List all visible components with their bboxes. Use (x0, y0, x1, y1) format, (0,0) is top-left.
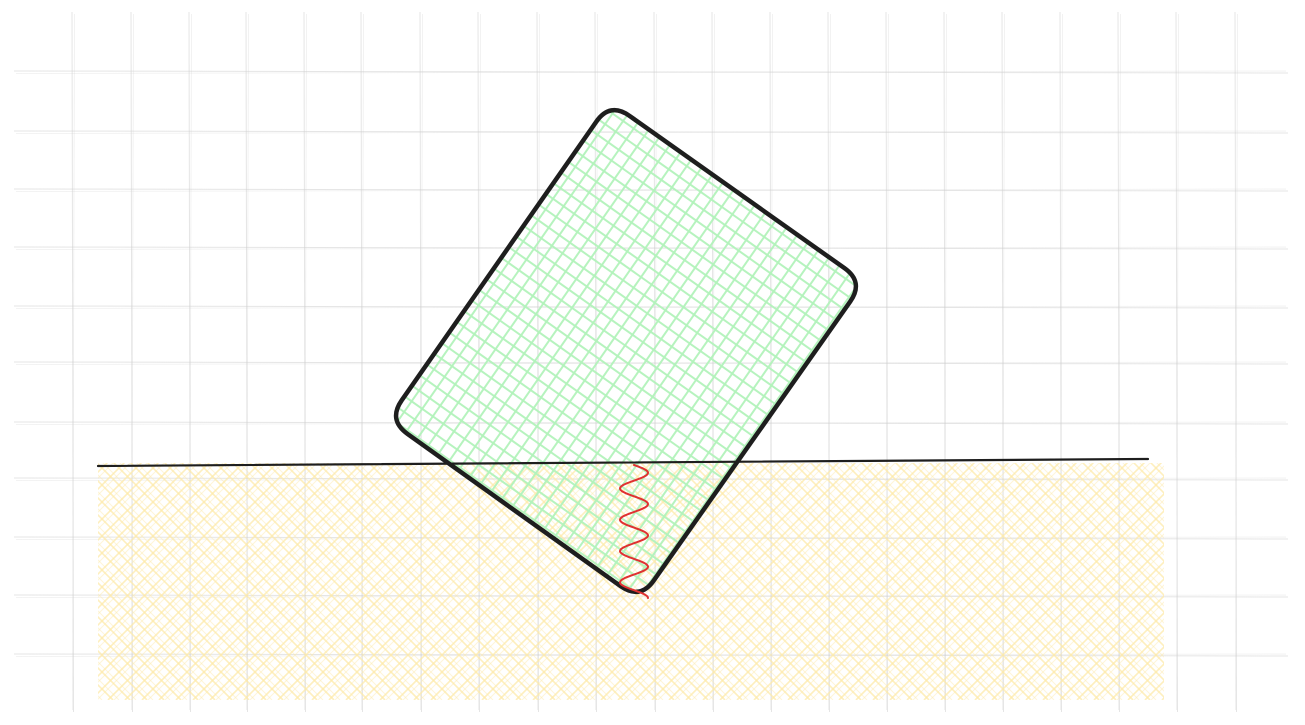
penetration-spring (618, 464, 650, 599)
ground-line (96, 457, 1150, 468)
tilted-box (393, 107, 859, 595)
ground-region (98, 463, 1164, 700)
